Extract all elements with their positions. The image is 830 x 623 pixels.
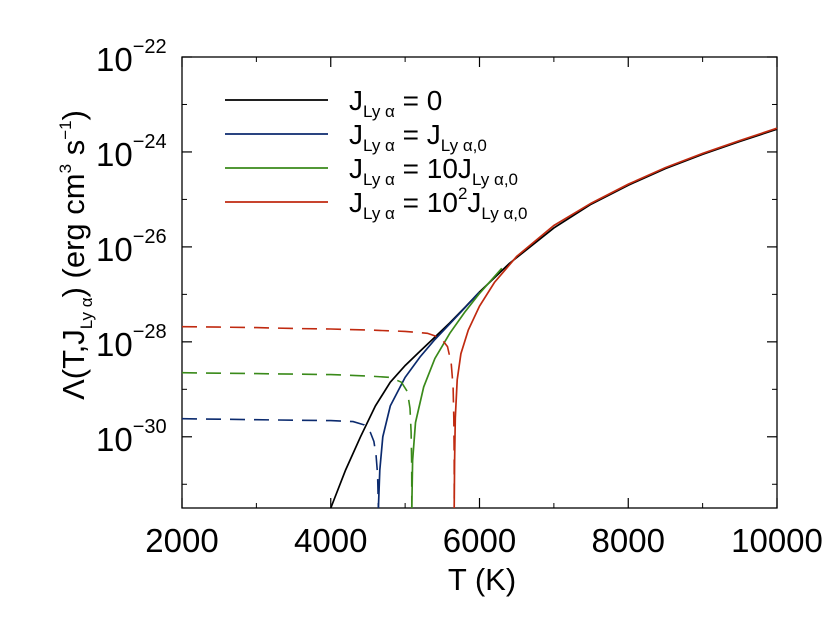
x-tick-label: 6000: [443, 522, 516, 559]
series-3-solid-line: [453, 127, 778, 509]
x-tick-label: 2000: [145, 522, 218, 559]
y-tick-label: 10−26: [96, 226, 167, 268]
axis-ticks: 2000 4000 6000 8000 10000 10−30 10−28 10−26 10−2…: [96, 36, 823, 559]
y-tick-label: 10−24: [96, 131, 167, 173]
y-tick-label: 10−30: [96, 416, 167, 458]
legend-label-1: JLy α = JLy α,0: [349, 119, 487, 155]
legend: JLy α = 0JLy α = JLy α,0JLy α = 10JLy α,…: [225, 85, 527, 223]
series-1-dashed-line: [181, 417, 380, 509]
x-tick-label: 4000: [294, 522, 367, 559]
series-1-solid-line: [377, 291, 481, 509]
y-tick-label: 10−22: [96, 36, 167, 78]
y-axis-label: Λ(T,JLy α) (erg cm3 s−1): [56, 110, 96, 400]
plot-frame: [181, 56, 778, 509]
x-tick-label: 10000: [731, 522, 823, 559]
plot-area: [181, 56, 778, 509]
y-tick-label: 10−28: [96, 321, 167, 363]
x-axis-label: T (K): [448, 562, 516, 597]
legend-label-0: JLy α = 0: [349, 85, 442, 121]
series-3-dashed-line: [181, 325, 455, 508]
series-lines: [181, 127, 778, 509]
legend-label-2: JLy α = 10JLy α,0: [349, 153, 518, 189]
series-2-dashed-line: [181, 371, 413, 509]
legend-label-3: JLy α = 102JLy α,0: [349, 184, 527, 223]
x-tick-label: 8000: [592, 522, 665, 559]
series-2-solid-line: [410, 267, 503, 509]
